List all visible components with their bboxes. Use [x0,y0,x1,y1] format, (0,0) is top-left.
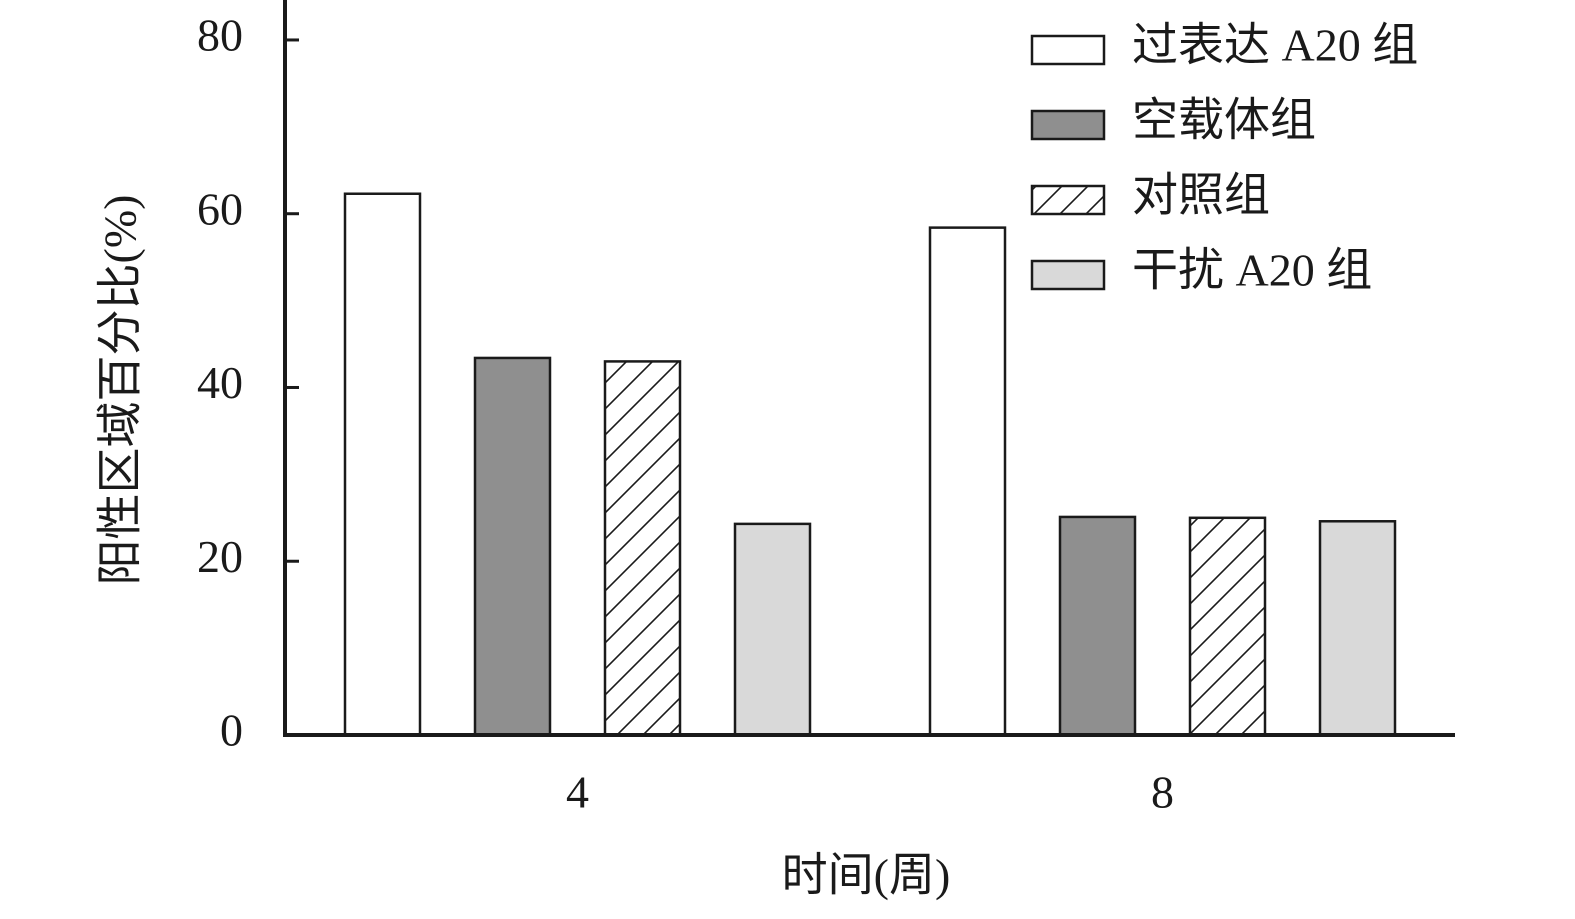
y-tick-label: 20 [197,531,243,582]
bar [733,522,812,737]
y-axis-label: 阳性区域百分比(%) [95,195,146,586]
bar [1058,515,1137,737]
x-tick-label: 4 [566,767,589,818]
legend-swatch [1030,109,1106,141]
bar [473,356,552,737]
legend-swatch [1030,259,1106,291]
bar [1318,520,1397,737]
legend-label: 干扰 A20 组 [1132,245,1372,296]
legend-label: 对照组 [1132,170,1270,221]
legend-label: 过表达 A20 组 [1132,20,1418,71]
x-tick-label: 8 [1151,767,1174,818]
bar [603,360,682,737]
y-tick-label: 0 [220,705,243,756]
bar [928,226,1007,737]
legend-swatch [1030,184,1106,216]
y-tick-label: 80 [197,10,243,61]
legend-label: 空载体组 [1132,95,1316,146]
bar [343,192,422,737]
bar [1188,516,1267,737]
y-tick-label: 40 [197,357,243,408]
y-tick-label: 60 [197,183,243,234]
legend-swatch [1030,34,1106,66]
x-axis-label: 时间(周) [782,850,951,901]
